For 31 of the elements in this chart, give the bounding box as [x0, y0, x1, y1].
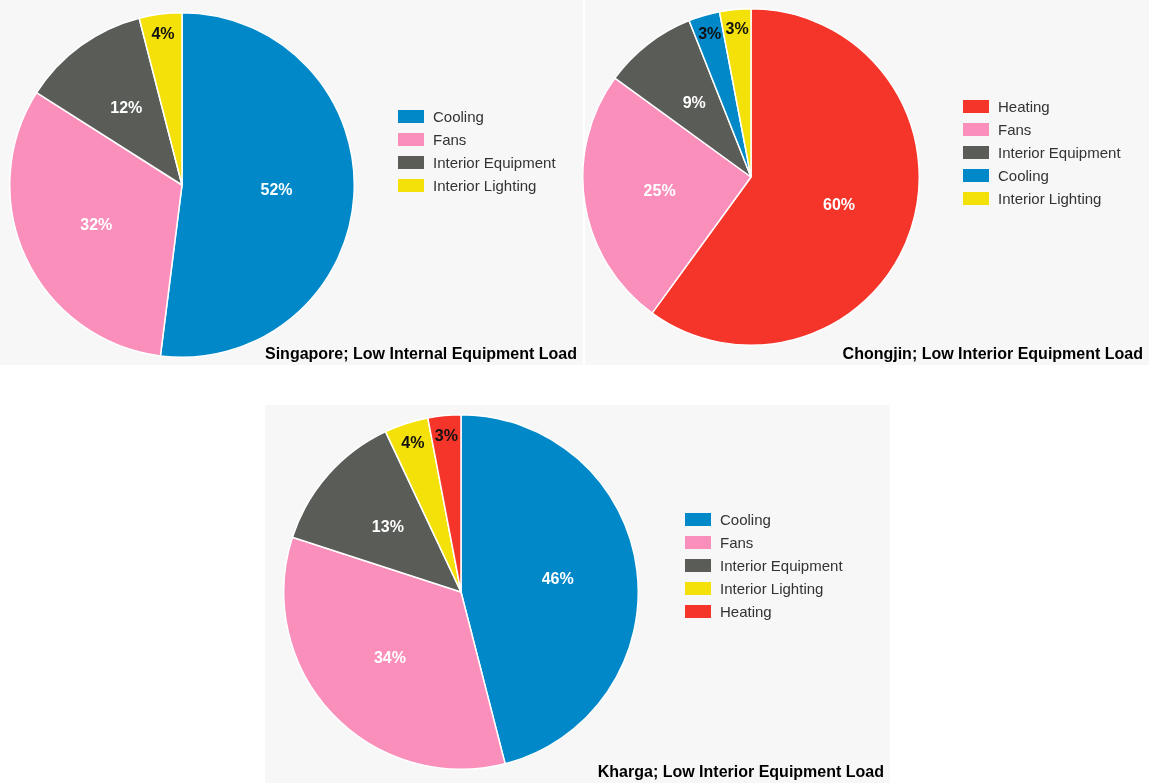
legend-label: Interior Equipment	[720, 557, 843, 574]
legend-label: Fans	[998, 121, 1032, 138]
legend-label: Cooling	[998, 167, 1049, 184]
legend-label: Interior Lighting	[433, 177, 537, 194]
data-label: 12%	[110, 98, 143, 116]
legend-label: Heating	[720, 603, 772, 620]
data-label: 3%	[725, 20, 749, 37]
legend-label: Cooling	[720, 511, 771, 528]
data-label: 46%	[541, 570, 574, 588]
data-label: 52%	[260, 181, 293, 199]
legend-label: Interior Lighting	[720, 580, 824, 597]
legend-label: Heating	[998, 98, 1050, 115]
data-label: 3%	[434, 427, 458, 445]
legend-label: Cooling	[433, 108, 484, 125]
legend-label: Interior Equipment	[998, 144, 1121, 161]
text: Singapore; Low Internal Equipment Load	[264, 345, 577, 363]
legend-label: Interior Equipment	[433, 154, 556, 171]
legend-label: Fans	[720, 534, 754, 551]
legend-label: Interior Lighting	[998, 190, 1102, 207]
data-label: 3%	[698, 25, 722, 43]
text: Kharga; Low Interior Equipment Load	[597, 763, 884, 781]
legend-label: Fans	[433, 131, 467, 148]
data-label: 32%	[80, 215, 113, 233]
data-label: 4%	[151, 25, 175, 43]
data-label: 34%	[373, 649, 406, 667]
data-label: 60%	[822, 196, 856, 213]
data-label: 9%	[682, 94, 706, 112]
data-label: 13%	[371, 517, 404, 535]
text: Chongjin; Low Interior Equipment Load	[842, 345, 1143, 363]
data-label: 4%	[401, 434, 425, 452]
data-label: 25%	[643, 181, 676, 199]
